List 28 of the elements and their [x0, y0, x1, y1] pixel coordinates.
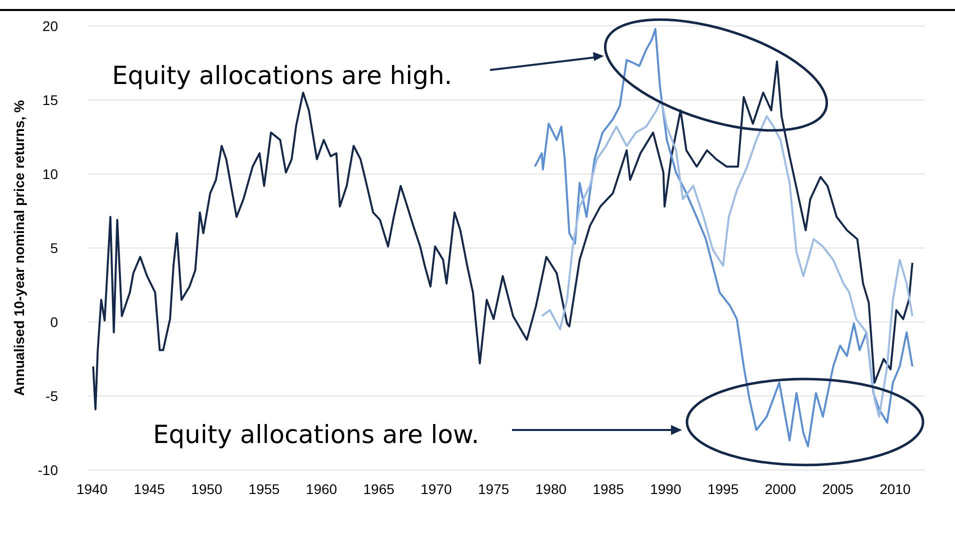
x-tick-label: 1960 — [306, 481, 338, 497]
x-tick-label: 1965 — [363, 481, 395, 497]
y-tick-label: 0 — [50, 314, 58, 330]
y-tick-label: 15 — [42, 92, 58, 108]
x-tick-label: 1980 — [535, 481, 567, 497]
annotation: Equity allocations are low. — [153, 420, 480, 449]
x-tick-label: 1950 — [191, 481, 223, 497]
line-series — [92, 60, 914, 410]
line-series — [540, 99, 914, 418]
x-tick-label: 1940 — [76, 481, 108, 497]
y-tick-label: 10 — [42, 166, 58, 182]
x-tick-label: 2010 — [880, 481, 911, 497]
x-tick-label: 1995 — [707, 481, 739, 497]
x-tick-label: 1985 — [592, 481, 624, 497]
annotation: Equity allocations are high. — [112, 61, 452, 90]
x-tick-label: 1990 — [650, 481, 682, 497]
y-axis-title: Annualised 10-year nominal price returns, % — [11, 100, 27, 396]
y-tick-label: -5 — [46, 388, 58, 404]
y-tick-label: -10 — [38, 462, 58, 478]
x-tick-label: 1955 — [248, 481, 280, 497]
y-tick-label: 5 — [50, 240, 58, 256]
x-tick-label: 2005 — [822, 481, 854, 497]
line-series — [534, 28, 914, 448]
x-tick-label: 1975 — [478, 481, 510, 497]
x-tick-label: 1970 — [420, 481, 452, 497]
y-tick-label: 20 — [42, 18, 58, 34]
x-tick-label: 2000 — [764, 481, 796, 497]
x-tick-label: 1945 — [134, 481, 166, 497]
